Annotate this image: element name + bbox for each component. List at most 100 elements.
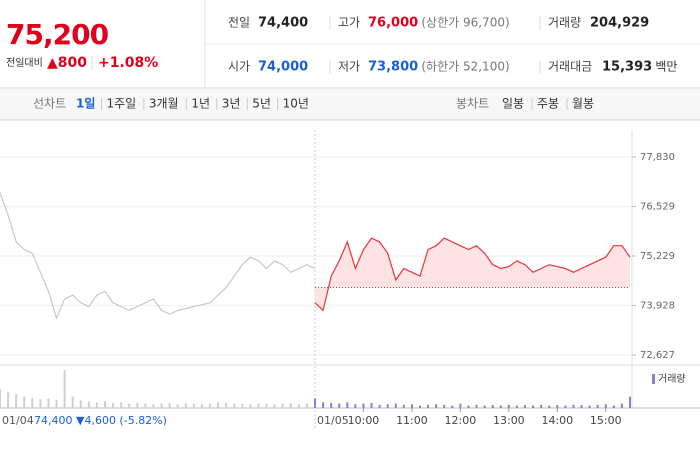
volume-bar — [524, 405, 526, 408]
volume-bar — [330, 402, 333, 408]
volume-bar — [322, 402, 325, 408]
volume-bar — [305, 403, 308, 408]
volume-bar — [104, 401, 106, 408]
volume-bar — [467, 405, 470, 408]
stat-note: (하한가 52,100) — [421, 60, 509, 74]
stat-value: 204,929 — [590, 16, 649, 31]
volume-bar — [620, 403, 623, 408]
volume-bar — [564, 405, 567, 408]
volume-bar — [378, 404, 381, 408]
volume-bar — [394, 403, 397, 408]
volume-bar — [71, 396, 74, 408]
candle-button[interactable]: 일봉 — [502, 97, 524, 111]
volume-bar — [402, 404, 405, 408]
session-summary: 74,400 ▼4,600 (-5.82%) — [34, 414, 167, 427]
volume-bar — [346, 402, 349, 408]
volume-bar — [507, 404, 510, 408]
volume-bar — [120, 402, 123, 408]
stat-value: 73,800 — [368, 60, 418, 75]
volume-bar — [314, 398, 316, 408]
stat-note: (상한가 96,700) — [421, 16, 509, 30]
session-date: 01/04 — [2, 414, 34, 427]
stat-label: 거래대금 — [548, 60, 592, 74]
period-button[interactable]: 3년 — [222, 97, 241, 111]
change-value: ▲800 — [47, 55, 87, 71]
volume-bar — [515, 405, 518, 408]
period-button[interactable]: 3개월 — [149, 97, 179, 111]
session-date: 01/05 — [317, 414, 349, 427]
volume-bar — [265, 403, 268, 408]
volume-bar — [63, 370, 66, 408]
period-button[interactable]: 1일 — [76, 97, 95, 111]
volume-bar — [427, 404, 430, 408]
change-label: 전일대비 — [6, 57, 43, 69]
volume-legend-swatch — [652, 374, 655, 384]
candle-button[interactable]: 월봉 — [572, 97, 594, 111]
volume-bar — [281, 403, 284, 408]
volume-bar — [588, 405, 591, 408]
price-line — [0, 192, 316, 320]
volume-bar — [362, 403, 365, 408]
x-tick-label: 10:00 — [348, 414, 380, 427]
volume-bar — [410, 404, 413, 408]
change-pct: +1.08% — [98, 55, 158, 71]
volume-bar — [596, 404, 599, 408]
line-chart-label: 선차트 — [33, 97, 66, 111]
y-tick-label: 73,928 — [640, 300, 675, 311]
candle-button[interactable]: 주봉 — [537, 97, 559, 111]
volume-bar — [15, 394, 18, 408]
stat-label: 거래량 — [548, 16, 581, 30]
volume-bar — [112, 402, 115, 408]
period-button[interactable]: 1년 — [191, 97, 210, 111]
price-line — [314, 237, 631, 312]
volume-bar — [136, 402, 139, 408]
volume-bar — [491, 405, 494, 408]
volume-bar — [354, 404, 357, 408]
period-button[interactable]: 1주일 — [106, 97, 136, 111]
volume-bar — [0, 389, 1, 408]
volume-bar — [217, 402, 220, 408]
volume-bar — [128, 403, 131, 408]
volume-bar — [629, 396, 631, 408]
volume-bar — [152, 404, 155, 408]
volume-legend: 거래량 — [658, 373, 686, 385]
volume-bar — [241, 403, 244, 408]
stat-value: 76,000 — [368, 16, 418, 31]
stat-label: 전일 — [228, 16, 250, 30]
volume-bar — [225, 402, 228, 408]
stat-value: 74,000 — [258, 60, 308, 75]
volume-bar — [7, 392, 10, 408]
volume-bar — [39, 399, 42, 408]
volume-bar — [168, 402, 171, 408]
volume-bar — [612, 405, 615, 408]
volume-bar — [192, 403, 195, 408]
x-tick-label: 11:00 — [396, 414, 428, 427]
volume-bar — [273, 404, 276, 408]
volume-bar — [297, 404, 300, 408]
volume-bar — [459, 403, 462, 408]
x-tick-label: 12:00 — [445, 414, 477, 427]
volume-bar — [23, 396, 26, 408]
stat-value: 15,393 — [602, 60, 652, 75]
stat-value: 74,400 — [258, 16, 308, 31]
period-button[interactable]: 10년 — [283, 97, 309, 111]
x-tick-label: 15:00 — [590, 414, 622, 427]
x-tick-label: 14:00 — [541, 414, 573, 427]
x-tick-label: 13:00 — [493, 414, 525, 427]
candle-chart-label: 봉차트 — [456, 97, 489, 111]
y-tick-label: 76,529 — [640, 202, 675, 213]
volume-bar — [233, 403, 236, 408]
volume-bar — [604, 404, 607, 408]
volume-bar — [475, 404, 478, 408]
volume-bar — [184, 403, 187, 408]
volume-bar — [200, 404, 203, 408]
volume-bar — [31, 397, 34, 408]
volume-bar — [540, 404, 543, 408]
current-price: 75,200 — [6, 18, 109, 51]
stat-label: 고가 — [338, 16, 360, 30]
y-tick-label: 77,830 — [640, 152, 675, 163]
period-button[interactable]: 5년 — [252, 97, 271, 111]
volume-bar — [257, 403, 260, 408]
volume-bar — [95, 402, 98, 408]
volume-bar — [386, 404, 389, 408]
